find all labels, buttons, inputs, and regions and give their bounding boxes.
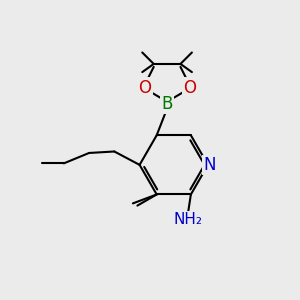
Text: NH₂: NH₂	[173, 212, 202, 227]
Text: O: O	[138, 79, 151, 97]
Text: B: B	[161, 95, 173, 113]
Text: O: O	[183, 79, 196, 97]
Text: N: N	[203, 156, 216, 174]
